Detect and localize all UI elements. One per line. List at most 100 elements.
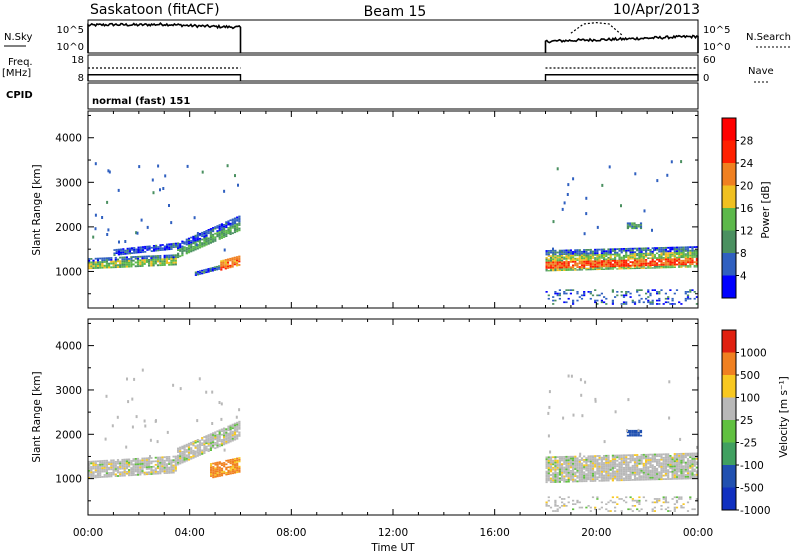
range-cell (627, 257, 630, 260)
range-cell (565, 258, 568, 260)
range-cell (629, 461, 632, 464)
range-cell (198, 445, 202, 447)
range-cell (159, 247, 162, 250)
range-cell (651, 453, 654, 456)
range-cell (605, 460, 608, 462)
range-cell (96, 263, 100, 266)
range-cell (215, 265, 219, 268)
range-cell (626, 222, 629, 225)
range-cell (112, 266, 115, 269)
colorbar-tick-label: 8 (740, 248, 747, 260)
range-cell (132, 463, 135, 466)
range-cell (620, 468, 623, 471)
range-cell (123, 262, 126, 264)
range-cell (554, 261, 557, 264)
scatter-cell (146, 225, 149, 229)
range-cell (603, 465, 606, 468)
range-cell (693, 508, 696, 511)
range-cell (686, 294, 690, 297)
range-cell (220, 263, 223, 266)
range-cell (625, 465, 628, 467)
range-cell (609, 265, 612, 268)
range-cell (212, 474, 215, 477)
range-cell (691, 261, 694, 264)
range-cell (567, 501, 570, 504)
range-cell (558, 294, 561, 297)
range-cell (631, 429, 634, 432)
range-cell (675, 258, 679, 260)
range-cell (216, 466, 219, 469)
range-cell (669, 246, 672, 249)
range-cell (611, 468, 614, 471)
range-cell (689, 456, 692, 459)
range-cell (565, 505, 568, 507)
range-cell (549, 256, 553, 259)
range-cell (565, 262, 568, 265)
range-cell (132, 468, 135, 471)
range-cell (658, 471, 661, 474)
range-cell (645, 461, 648, 463)
range-cell (194, 241, 197, 244)
range-cell (220, 230, 223, 232)
range-cell (673, 462, 676, 464)
range-cell (618, 263, 621, 266)
range-cell (556, 466, 559, 469)
range-cell (633, 227, 636, 230)
range-cell (673, 477, 676, 480)
range-cell (132, 470, 135, 473)
range-cell (589, 292, 592, 295)
range-cell (238, 426, 241, 428)
range-cell (190, 452, 193, 455)
range-cell (603, 301, 606, 304)
range-cell (209, 228, 212, 230)
range-cell (598, 262, 601, 264)
range-cell (640, 289, 643, 291)
range-cell (594, 265, 597, 268)
range-cell (684, 475, 687, 478)
range-cell (651, 301, 654, 304)
scatter-cell (196, 419, 199, 423)
range-cell (198, 448, 202, 451)
range-cell (669, 478, 672, 480)
range-cell (148, 260, 151, 263)
range-cell (556, 258, 559, 260)
range-cell (181, 247, 184, 249)
range-cell (168, 248, 171, 251)
range-cell (589, 460, 592, 463)
range-cell (105, 465, 108, 467)
range-cell (693, 251, 696, 254)
range-cell (181, 458, 184, 460)
range-cell (108, 461, 111, 464)
range-cell (139, 459, 142, 462)
range-cell (128, 465, 131, 468)
range-cell (225, 466, 228, 469)
range-cell (569, 257, 572, 260)
range-cell (585, 262, 588, 265)
range-cell (209, 233, 212, 235)
range-cell (569, 455, 572, 458)
range-cell (589, 474, 592, 477)
range-cell (591, 294, 595, 297)
range-cell (185, 458, 188, 460)
range-cell (159, 255, 162, 257)
range-cell (576, 269, 579, 271)
scatter-cell (135, 415, 138, 419)
range-cell (574, 471, 577, 474)
range-cell (600, 467, 603, 470)
range-cell (656, 291, 659, 293)
range-cell (585, 269, 588, 271)
range-cell (549, 268, 553, 270)
range-cell (136, 468, 140, 471)
range-cell (574, 264, 577, 267)
range-cell (172, 263, 175, 266)
range-cell (585, 257, 588, 260)
range-cell (112, 463, 115, 465)
range-cell (99, 264, 102, 267)
range-cell (620, 251, 623, 254)
range-cell (622, 477, 626, 480)
range-cell (611, 250, 614, 252)
range-cell (547, 467, 550, 469)
range-cell (216, 468, 219, 471)
range-cell (569, 462, 572, 465)
scatter-cell (668, 416, 671, 420)
